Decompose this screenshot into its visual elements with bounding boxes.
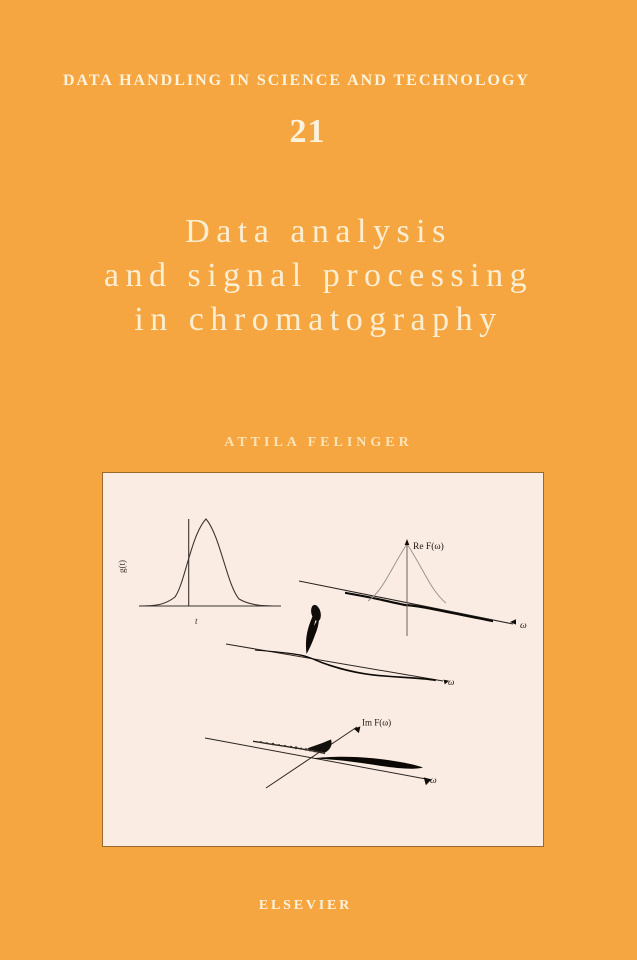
svg-text:ω: ω	[520, 621, 527, 631]
svg-text:g(t): g(t)	[117, 560, 127, 573]
svg-text:Im F(ω): Im F(ω)	[362, 718, 391, 728]
svg-text:t: t	[195, 616, 198, 626]
svg-text:ω: ω	[448, 677, 454, 687]
svg-text:ω: ω	[430, 776, 437, 786]
svg-text:Re F(ω): Re F(ω)	[413, 541, 444, 552]
